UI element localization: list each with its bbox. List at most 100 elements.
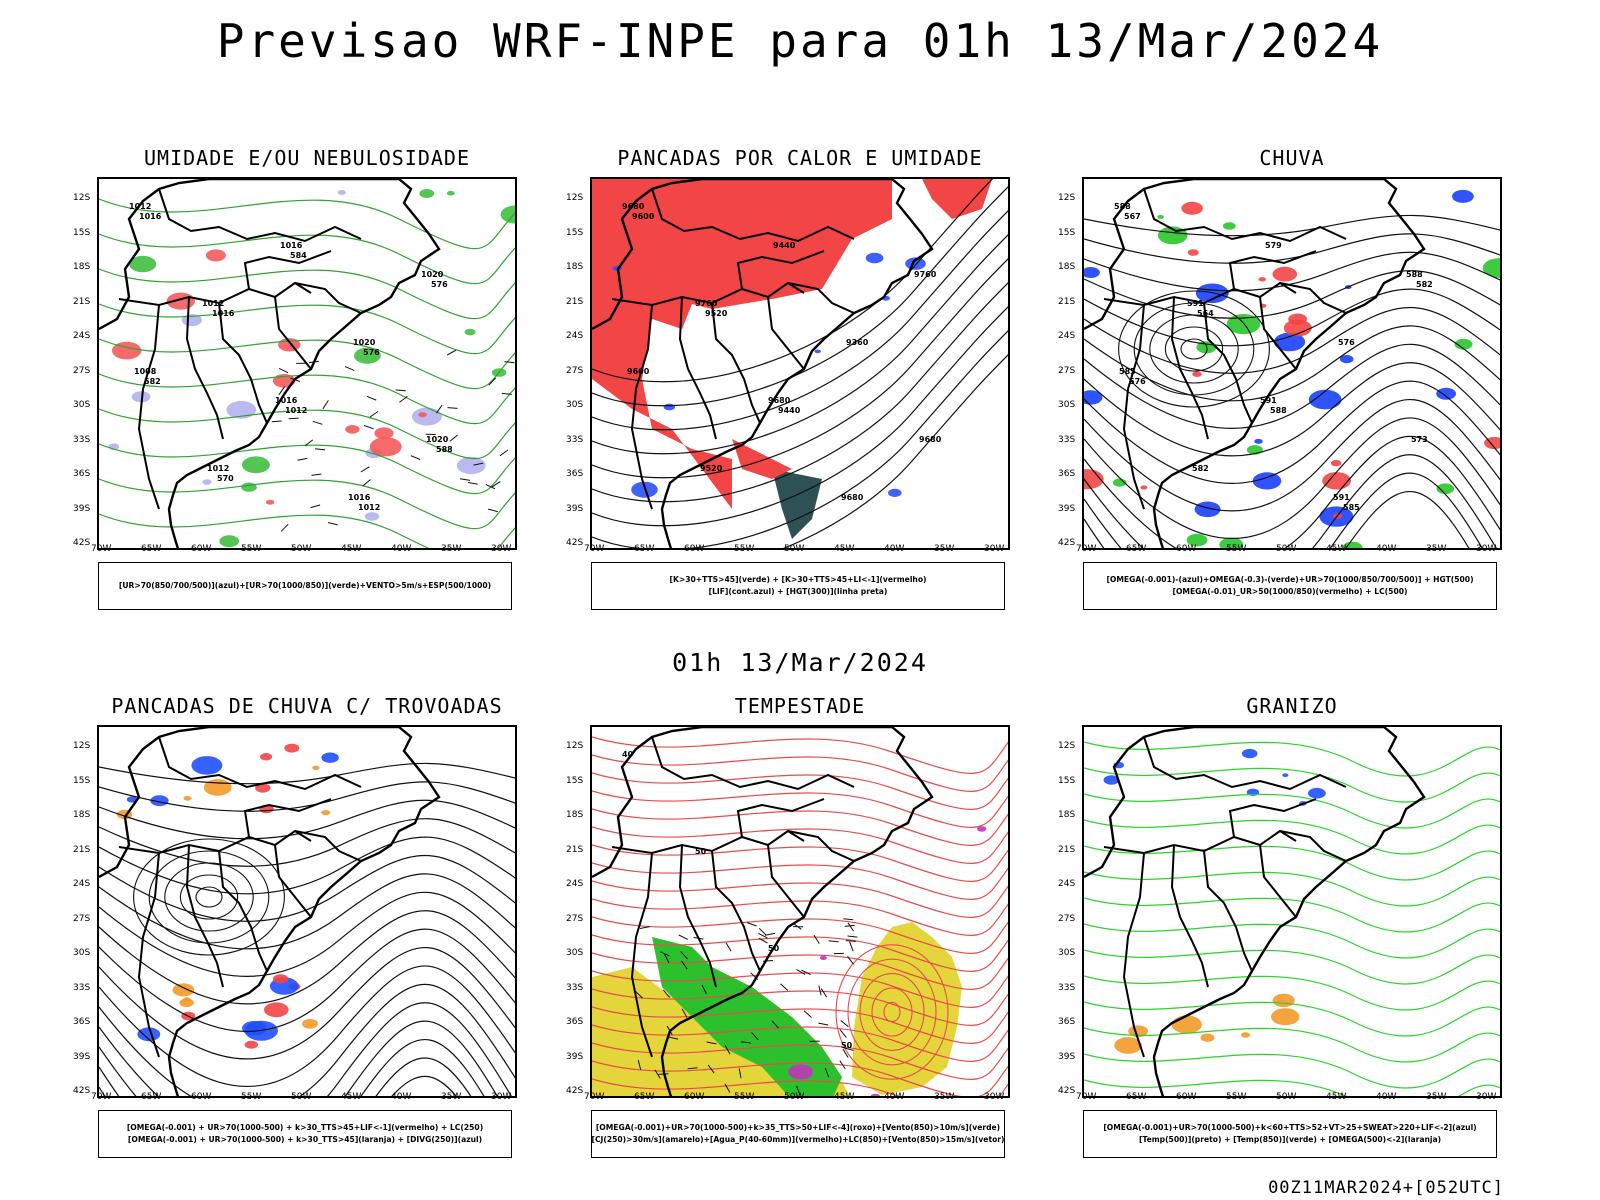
instability-area (732, 439, 792, 479)
weather-patch (1186, 533, 1208, 547)
weather-patch (1282, 773, 1289, 778)
state-border (294, 830, 362, 862)
contour-label: 588 (1270, 406, 1287, 415)
longitude-tick-label: 30W (1476, 1092, 1497, 1102)
wind-vector (843, 918, 854, 921)
weather-patch (1482, 258, 1500, 278)
latitude-tick-label: 27S (1058, 365, 1076, 376)
weather-patch (302, 1019, 318, 1029)
weather-patch (1436, 387, 1456, 400)
latitude-tick-label: 42S (566, 1086, 584, 1096)
latitude-tick-label: 18S (1058, 810, 1076, 820)
weather-patch (345, 425, 360, 434)
weather-patch (1181, 201, 1203, 215)
wind-vector (839, 1029, 847, 1038)
weather-patch (364, 512, 380, 521)
latitude-tick-label: 18S (73, 262, 91, 272)
contour-label: 50 (695, 847, 707, 856)
contour-line (592, 1042, 1008, 1080)
latitude-tick-label: 12S (73, 741, 91, 751)
weather-patch (1436, 483, 1455, 495)
contour-label: 1012 (207, 464, 229, 473)
state-border (1203, 850, 1253, 972)
wind-vector (707, 1064, 715, 1074)
state-border (1259, 296, 1297, 370)
wind-vector (399, 395, 408, 403)
weather-patch (1219, 537, 1244, 548)
wind-vector (360, 466, 370, 473)
state-border (137, 852, 160, 1058)
contour-label: 573 (1411, 435, 1428, 444)
weather-patch (205, 249, 226, 262)
longitude-tick-label: 60W (191, 544, 212, 554)
contour-line (99, 928, 515, 1033)
weather-patch (418, 412, 427, 418)
latitude-tick-label: 27S (73, 913, 91, 924)
contour-line (782, 354, 1008, 548)
wind-vector (842, 1048, 849, 1058)
weather-patch (1308, 787, 1326, 799)
weather-patch (1192, 371, 1202, 377)
wind-vector (751, 1032, 759, 1041)
latitude-tick-label: 12S (1058, 193, 1076, 203)
contour-line (592, 282, 1008, 503)
state-border (137, 304, 160, 510)
latitude-tick-label: 33S (73, 434, 91, 445)
map-panel: 40 50 50 50 (590, 725, 1010, 1098)
latitude-tick-label: 12S (566, 193, 584, 203)
wind-vector (663, 953, 670, 963)
contour-line (99, 873, 515, 950)
contour-label: 9680 (841, 493, 864, 502)
contour-label: 9680 (768, 396, 791, 405)
latitude-tick-label: 42S (73, 538, 91, 548)
weather-patch (411, 407, 442, 426)
wind-vector (847, 935, 858, 938)
state-border (1122, 304, 1145, 510)
contour-label: 1016 (212, 309, 235, 318)
wind-vector (446, 349, 457, 356)
contour-line (592, 1078, 1008, 1096)
panel-title: CHUVA (1259, 146, 1325, 170)
longitude-tick-label: 45W (341, 1092, 362, 1102)
longitude-tick-label: 30W (491, 1092, 512, 1102)
longitude-tick-label: 45W (1326, 1092, 1347, 1102)
contour-label: 1016 (275, 396, 298, 405)
state-border (1170, 296, 1209, 440)
wind-vector (678, 934, 689, 940)
wind-vector (410, 455, 421, 460)
longitude-tick-label: 65W (634, 544, 655, 554)
latitude-tick-label: 12S (1058, 741, 1076, 751)
wind-vector (460, 478, 471, 481)
latitude-tick-label: 30S (1058, 400, 1076, 410)
state-border (1170, 844, 1209, 988)
longitude-tick-label: 35W (934, 1092, 955, 1102)
main-title: Previsao WRF-INPE para 01h 13/Mar/2024 (216, 14, 1384, 68)
contour-line (592, 1024, 1008, 1062)
contour-label: 591 (1333, 493, 1350, 502)
state-border (185, 844, 224, 988)
contour-label: 40 (622, 750, 634, 759)
state-border (1279, 830, 1347, 862)
weather-patch (126, 796, 138, 803)
wind-vector (312, 420, 323, 425)
weather-patch (788, 1064, 814, 1080)
latitude-tick-label: 12S (566, 741, 584, 751)
legend-box: [OMEGA(-0.001)+UR>70(1000-500)+k<60+TTS>… (1083, 1110, 1497, 1158)
longitude-tick-label: 70W (91, 1092, 112, 1102)
contour-line (99, 891, 515, 977)
legend-box: [K>30+TTS>45](verde) + [K>30+TTS>45+LI<-… (591, 562, 1005, 610)
contour-line (592, 330, 1008, 548)
latitude-tick-label: 21S (566, 296, 584, 307)
contour-line (592, 754, 1008, 792)
contour-label: 588 (436, 445, 453, 454)
contour-line (1084, 793, 1500, 829)
contour-label: 9360 (846, 338, 869, 347)
contour-line (99, 1020, 498, 1096)
state-border (185, 296, 224, 440)
longitude-tick-label: 40W (884, 544, 905, 554)
contour-label: 588 (1114, 202, 1131, 211)
wind-vector (369, 410, 379, 418)
contour-label: 1008 (134, 367, 157, 376)
weather-patch (1241, 1032, 1251, 1038)
wind-vector (687, 1067, 698, 1070)
